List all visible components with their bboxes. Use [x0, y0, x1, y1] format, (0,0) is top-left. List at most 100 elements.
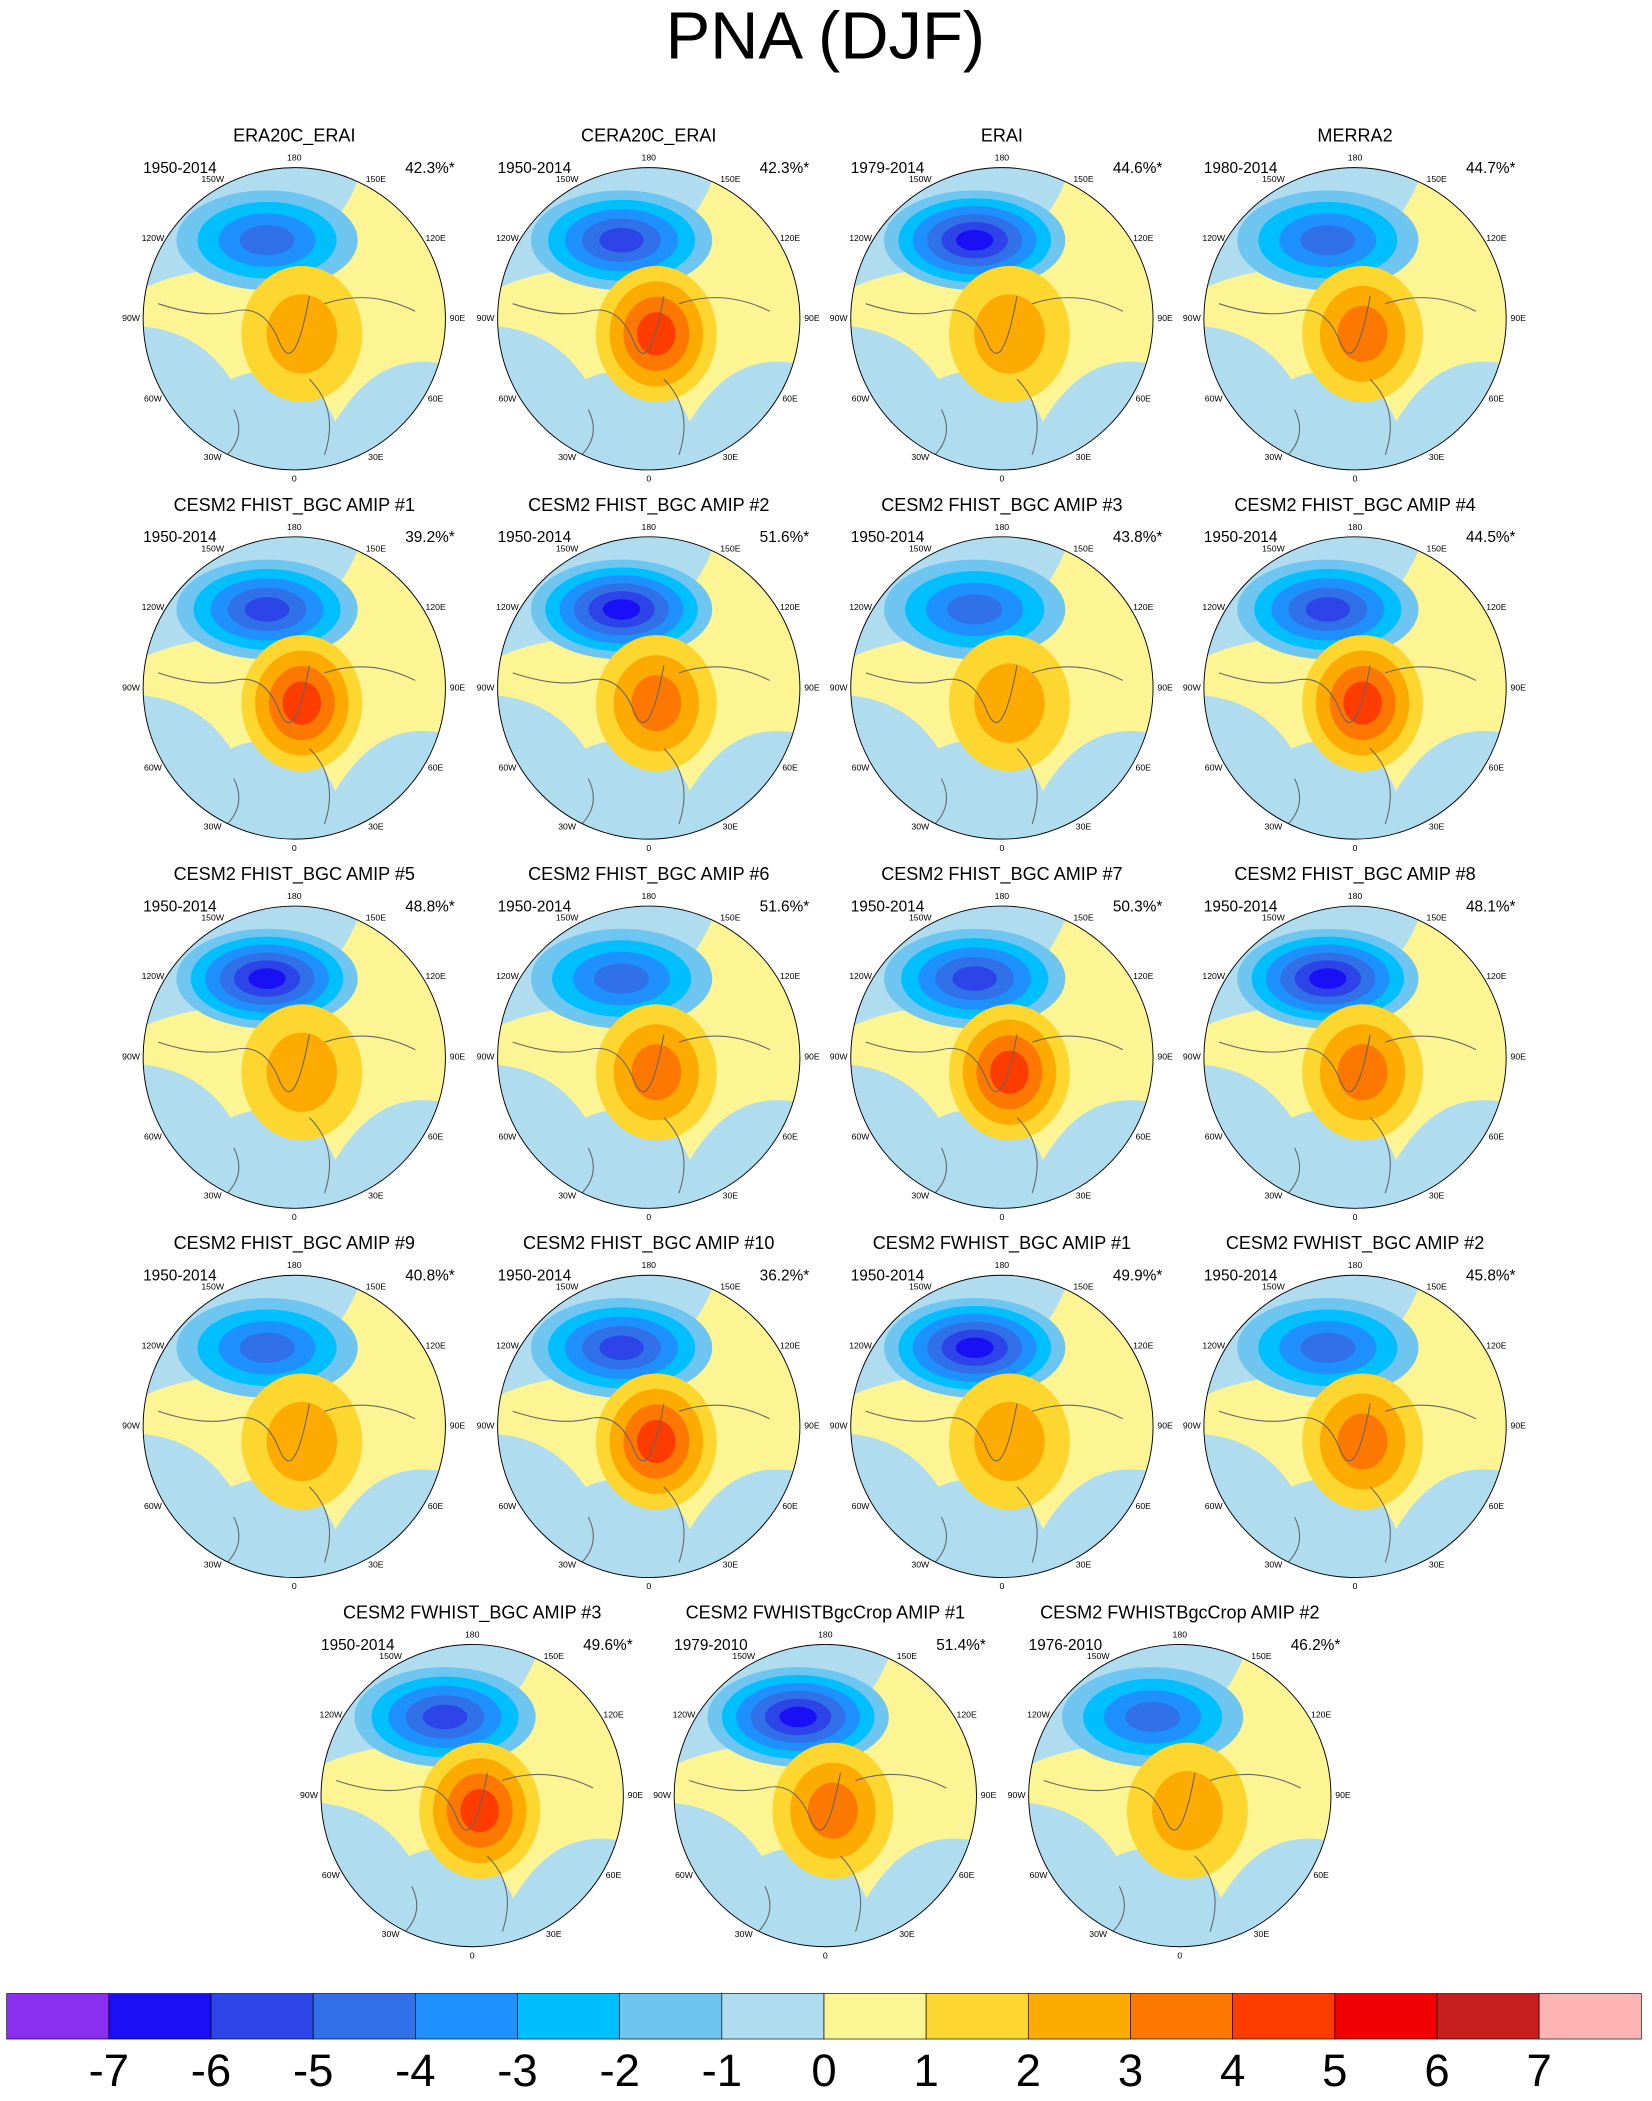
colorbar-label: 3: [1118, 2045, 1143, 2096]
longitude-label: 180: [1348, 522, 1363, 532]
field-negative: [952, 966, 997, 991]
colorbar-box: [517, 1993, 621, 2040]
field-positive: [637, 312, 676, 356]
longitude-label: 90E: [450, 313, 466, 323]
longitude-label: 120W: [142, 233, 165, 243]
panel-stat: 48.8%*: [405, 898, 455, 915]
longitude-label: 90E: [804, 682, 820, 692]
longitude-label: 60W: [1205, 1132, 1224, 1142]
panel-period: 1950-2014: [143, 529, 217, 546]
longitude-label: 0: [292, 843, 297, 853]
longitude-label: 90W: [1183, 1421, 1202, 1431]
coastline: [1043, 1772, 1301, 1940]
longitude-label: 60W: [1205, 393, 1224, 403]
panel-title: CESM2 FWHIST_BGC AMIP #3: [343, 1602, 601, 1623]
longitude-label: 90W: [477, 313, 496, 323]
longitude-label: 120W: [849, 233, 872, 243]
longitude-label: 120E: [1486, 971, 1506, 981]
polar-map: [674, 1644, 977, 1947]
longitude-label: 90E: [1511, 1421, 1527, 1431]
longitude-label: 120E: [1486, 1340, 1506, 1350]
longitude-label: 90W: [477, 682, 496, 692]
longitude-label: 30W: [911, 821, 930, 831]
map-border: [142, 536, 446, 840]
longitude-label: 0: [646, 1581, 651, 1591]
polar-map: [850, 536, 1154, 840]
map-border: [850, 167, 1154, 471]
map-border: [1203, 167, 1507, 471]
map-border: [673, 1643, 977, 1948]
map-border: [497, 905, 801, 1209]
longitude-label: 60W: [498, 1501, 517, 1511]
map-background: [896, 1479, 1048, 1578]
map-background: [1249, 371, 1401, 470]
map-border: [497, 536, 801, 840]
longitude-label: 30W: [1265, 1560, 1284, 1570]
field-negative: [947, 594, 1003, 625]
panel-title: CESM2 FHIST_BGC AMIP #6: [528, 864, 769, 885]
panel-period: 1979-2010: [674, 1637, 748, 1654]
longitude-label: 60E: [782, 393, 798, 403]
panel-period: 1950-2014: [1204, 898, 1278, 915]
panel-title: CESM2 FHIST_BGC AMIP #4: [1234, 495, 1475, 516]
map-border: [1028, 1643, 1332, 1948]
field-positive: [266, 1401, 338, 1482]
longitude-label: 120W: [673, 1710, 696, 1720]
longitude-label: 0: [1177, 1950, 1182, 1960]
longitude-label: 60W: [852, 1132, 871, 1142]
longitude-label: 180: [1348, 153, 1363, 163]
longitude-label: 150W: [909, 543, 932, 553]
map-background: [188, 371, 340, 470]
map-background: [542, 740, 695, 840]
map-border: [320, 1643, 624, 1948]
map-border: [850, 905, 1154, 1209]
longitude-label: 90E: [804, 1051, 820, 1061]
longitude-label: 150W: [201, 543, 224, 553]
map-background: [1074, 1848, 1226, 1947]
longitude-label: 90E: [1157, 313, 1173, 323]
longitude-label: 60W: [322, 1870, 341, 1880]
coastline: [512, 296, 770, 463]
longitude-label: 120W: [496, 971, 519, 981]
longitude-label: 30W: [558, 452, 577, 462]
panel-title: CESM2 FHIST_BGC AMIP #5: [174, 864, 415, 885]
longitude-label: 90W: [830, 1421, 849, 1431]
longitude-label: 30E: [1429, 821, 1445, 831]
panel-title: CESM2 FWHIST_BGC AMIP #2: [1226, 1233, 1484, 1254]
map-border: [1203, 905, 1507, 1209]
longitude-label: 30E: [368, 821, 384, 831]
longitude-label: 90W: [1008, 1790, 1027, 1800]
coastline: [1218, 1403, 1477, 1571]
longitude-label: 30E: [1076, 452, 1092, 462]
longitude-label: 180: [287, 153, 302, 163]
panel-title: CESM2 FHIST_BGC AMIP #9: [174, 1233, 415, 1254]
longitude-label: 0: [1353, 1212, 1358, 1222]
panel-title: CERA20C_ERAI: [581, 126, 716, 147]
longitude-label: 30W: [558, 821, 577, 831]
panel-stat: 48.1%*: [1466, 898, 1516, 915]
longitude-label: 120W: [142, 602, 165, 612]
field-negative: [1309, 968, 1347, 989]
map-background: [366, 1848, 518, 1947]
longitude-label: 150E: [366, 1282, 386, 1292]
longitude-label: 0: [823, 1950, 828, 1960]
coastline: [1218, 296, 1477, 463]
longitude-label: 150W: [909, 912, 932, 922]
colorbar-box: [1538, 1993, 1642, 2040]
map-border: [1203, 536, 1507, 840]
longitude-label: 180: [1348, 1260, 1363, 1270]
longitude-label: 180: [287, 891, 302, 901]
longitude-label: 60W: [852, 763, 871, 773]
longitude-label: 90E: [981, 1790, 997, 1800]
longitude-label: 90W: [300, 1790, 319, 1800]
colorbar-box: [1334, 1993, 1438, 2040]
longitude-label: 180: [1348, 891, 1363, 901]
polar-map: [143, 536, 446, 840]
field-positive: [1152, 1771, 1223, 1851]
longitude-label: 180: [995, 1260, 1010, 1270]
coastline: [158, 1403, 416, 1571]
polar-map: [1203, 536, 1507, 840]
field-negative: [599, 227, 644, 253]
longitude-label: 30W: [911, 1190, 930, 1200]
